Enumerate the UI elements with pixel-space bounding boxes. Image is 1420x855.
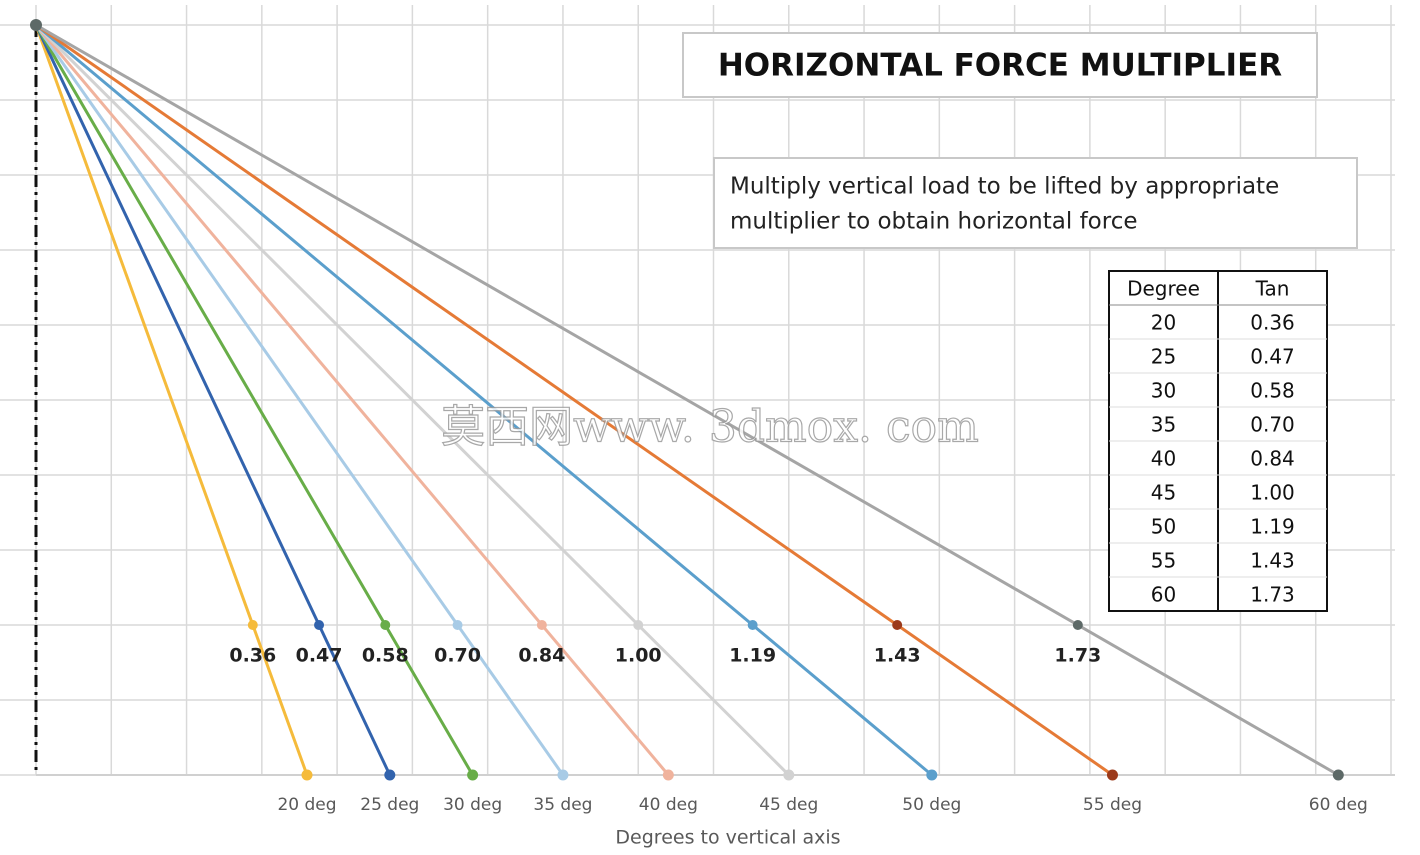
- table-header: Tan: [1255, 277, 1290, 301]
- table-cell: 0.58: [1250, 379, 1295, 403]
- force-line: [34, 24, 392, 776]
- force-line: [34, 23, 790, 777]
- force-line: [35, 23, 1114, 777]
- label-marker: [1072, 620, 1083, 630]
- table-cell: 30: [1151, 379, 1176, 403]
- label-marker: [892, 620, 903, 630]
- force-line: [34, 24, 474, 776]
- x-tick-label: 25 deg: [360, 795, 419, 815]
- table-cell: 45: [1151, 481, 1176, 505]
- x-tick-label: 40 deg: [639, 795, 698, 815]
- note-box: [713, 157, 1358, 249]
- value-label: 0.36: [229, 645, 276, 667]
- force-line: [35, 23, 933, 777]
- force-line: [34, 24, 309, 776]
- table: Degree Tan 20 0.36 25 0.47 30 0.58 35 0.70 40 0.84 4…: [1108, 270, 1328, 612]
- note-line: multiplier to obtain horizontal force: [730, 209, 1138, 235]
- label-marker: [314, 620, 325, 630]
- table-cell: 1.00: [1250, 481, 1295, 505]
- end-marker: [662, 769, 674, 781]
- label-marker: [747, 620, 758, 630]
- value-label: 1.43: [874, 645, 921, 667]
- table-cell: 0.70: [1250, 413, 1295, 437]
- end-marker: [384, 769, 396, 781]
- table-cell: 0.84: [1250, 447, 1295, 471]
- value-label: 0.70: [434, 645, 481, 667]
- table-cell: 1.43: [1250, 549, 1295, 573]
- table-cell: 40: [1151, 447, 1176, 471]
- title-box: [682, 32, 1318, 98]
- label-marker: [247, 620, 258, 630]
- value-label: 1.73: [1054, 645, 1101, 667]
- end-marker: [467, 769, 479, 781]
- note-line: Multiply vertical load to be lifted by a…: [730, 174, 1279, 200]
- label-marker: [633, 620, 644, 630]
- chart-title: HORIZONTAL FORCE MULTIPLIER: [718, 48, 1282, 84]
- x-axis-label: Degrees to vertical axis: [615, 827, 840, 849]
- label-marker: [536, 620, 547, 630]
- value-label: 1.00: [615, 645, 662, 667]
- table-cell: 20: [1151, 311, 1176, 335]
- x-tick-label: 55 deg: [1083, 795, 1142, 815]
- label-marker: [452, 620, 463, 630]
- x-tick-label: 50 deg: [902, 795, 961, 815]
- force-line: [34, 24, 565, 776]
- plot: 0.36 20 deg 0.47 25 deg 0.58 30 deg 0.70 35 deg…: [30, 19, 1368, 815]
- end-marker: [1106, 769, 1118, 781]
- x-tick-label: 35 deg: [533, 795, 592, 815]
- x-tick-label: 45 deg: [759, 795, 818, 815]
- apex: [30, 19, 42, 31]
- end-marker: [926, 769, 938, 781]
- end-marker: [1332, 769, 1344, 781]
- table-cell: 0.47: [1250, 345, 1295, 369]
- end-marker: [557, 769, 569, 781]
- value-label: 1.19: [729, 645, 776, 667]
- watermark: 莫西网www. 3dmox. com: [441, 402, 979, 453]
- value-label: 0.58: [362, 645, 409, 667]
- x-tick-label: 20 deg: [277, 795, 336, 815]
- label-marker: [380, 620, 391, 630]
- table-header: Degree: [1127, 277, 1200, 301]
- end-marker: [783, 769, 795, 781]
- table-cell: 1.19: [1250, 515, 1295, 539]
- table-cell: 60: [1151, 583, 1176, 607]
- table-cell: 0.36: [1250, 311, 1295, 335]
- x-tick-label: 60 deg: [1309, 795, 1368, 815]
- end-marker: [301, 769, 313, 781]
- table-cell: 35: [1151, 413, 1176, 437]
- force-line: [35, 23, 1340, 777]
- table-cell: 1.73: [1250, 583, 1295, 607]
- table-cell: 55: [1151, 549, 1176, 573]
- table-cell: 25: [1151, 345, 1176, 369]
- value-label: 0.84: [518, 645, 565, 667]
- force-line: [34, 24, 670, 776]
- x-tick-label: 30 deg: [443, 795, 502, 815]
- table-cell: 50: [1151, 515, 1176, 539]
- value-label: 0.47: [296, 645, 343, 667]
